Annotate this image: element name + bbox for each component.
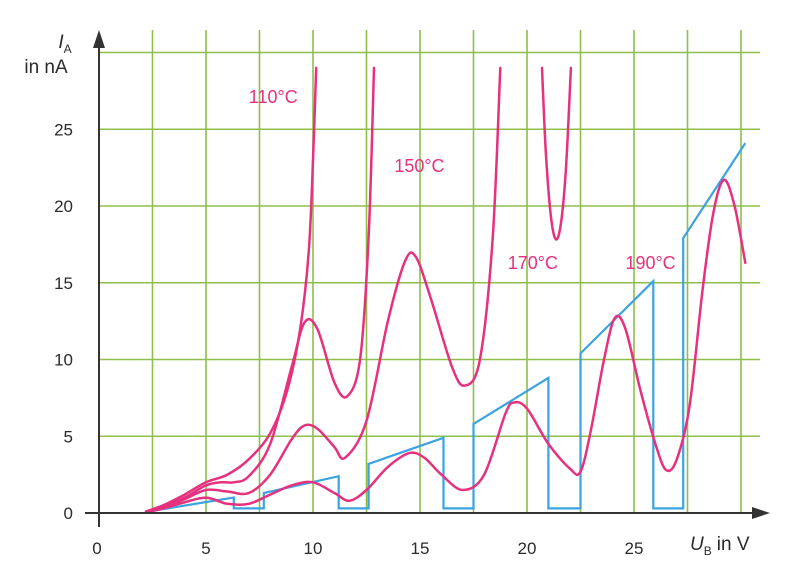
axes	[85, 30, 770, 527]
series-annotation-170c: 170°C	[508, 253, 558, 273]
x-tick-label: 10	[304, 539, 323, 558]
x-tick-label: 25	[625, 539, 644, 558]
series-line-150c	[144, 66, 376, 513]
x-tick-label: 20	[518, 539, 537, 558]
step-series-line	[148, 142, 747, 513]
series-line-110c	[144, 66, 318, 513]
series-line-170c	[144, 66, 502, 513]
grid	[99, 30, 760, 513]
y-axis-label: IA	[58, 32, 71, 56]
series-line-170c	[540, 66, 573, 241]
y-tick-label: 5	[64, 427, 73, 446]
labels: 0 5 10 15 20 25 0 5 10 15 20 25 110°C 150°C 170°C 190°C	[54, 87, 676, 558]
x-axis-label: UB in V	[690, 534, 750, 558]
curves	[144, 66, 747, 514]
x-tick-label: 0	[92, 539, 101, 558]
x-tick-label: 15	[411, 539, 430, 558]
x-axis-subscript: B	[704, 544, 712, 558]
y-axis-subscript: A	[64, 42, 72, 56]
y-axis-arrow-icon	[93, 30, 105, 48]
x-axis-arrow-icon	[752, 507, 770, 519]
series-annotation-150c: 150°C	[394, 156, 444, 176]
y-tick-label: 0	[64, 504, 73, 523]
x-axis-symbol: U	[690, 534, 704, 555]
y-tick-label: 20	[54, 197, 73, 216]
x-axis-unit: in V	[717, 534, 750, 555]
y-tick-label: 10	[54, 351, 73, 370]
y-axis-unit: in nA	[24, 57, 68, 78]
series-line-190c	[144, 178, 747, 514]
y-axis-symbol: I	[58, 32, 64, 53]
y-tick-label: 25	[54, 120, 73, 139]
series-annotation-190c: 190°C	[625, 253, 675, 273]
series-annotation-110c: 110°C	[249, 87, 298, 107]
x-tick-label: 5	[201, 539, 210, 558]
y-tick-label: 15	[54, 274, 73, 293]
